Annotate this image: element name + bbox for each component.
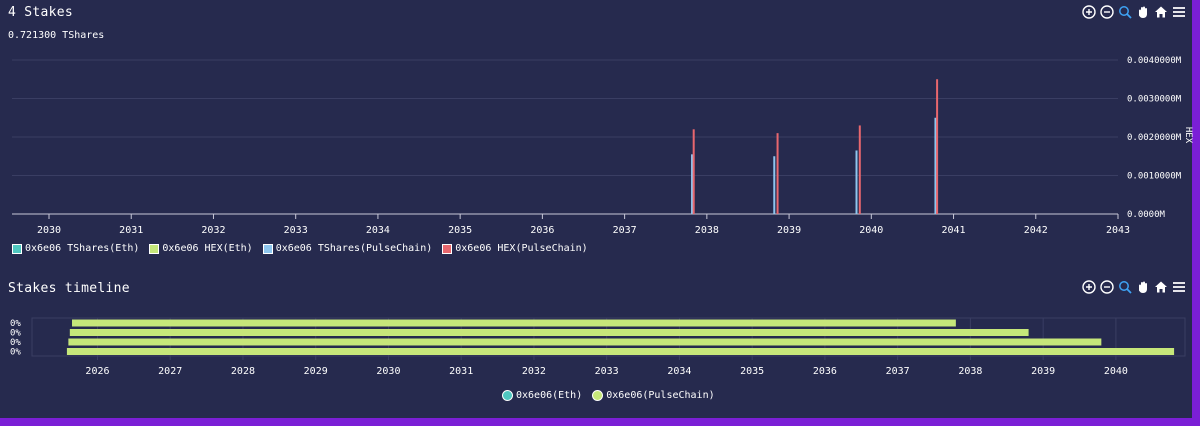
x-tick-label: 2039	[1031, 366, 1055, 377]
bar	[934, 117, 937, 214]
timeline-bar	[72, 319, 956, 327]
stakes-panel: 4 Stakes 0.721300 TShares 0.0000M 0.00100…	[8, 5, 1193, 254]
timeline-bar	[66, 348, 1175, 355]
zoom-out-icon[interactable]	[1100, 5, 1114, 19]
legend-item-tshares-pulsechain[interactable]: 0x6e06 TShares(PulseChain)	[262, 243, 433, 254]
x-tick-label: 2030	[37, 225, 61, 236]
legend-label: 0x6e06 TShares(Eth)	[25, 243, 140, 254]
bar	[692, 129, 695, 214]
menu-icon[interactable]	[1172, 280, 1186, 294]
bar	[691, 154, 694, 214]
x-tick-label: 2040	[1104, 366, 1128, 377]
home-icon[interactable]	[1154, 280, 1168, 294]
zoom-in-icon[interactable]	[1082, 5, 1096, 19]
zoom-in-icon[interactable]	[1082, 280, 1096, 294]
legend-item-hex-pulsechain[interactable]: 0x6e06 HEX(PulseChain)	[442, 243, 588, 254]
legend-item-eth[interactable]: 0x6e06(Eth)	[502, 390, 582, 401]
zoom-select-icon[interactable]	[1118, 5, 1132, 19]
timeline-bar	[69, 329, 1029, 336]
pan-hand-icon[interactable]	[1136, 280, 1150, 294]
legend-swatch	[502, 390, 513, 401]
x-tick-label: 2040	[859, 225, 883, 236]
zoom-select-icon[interactable]	[1118, 280, 1132, 294]
x-tick-label: 2034	[667, 366, 691, 377]
x-tick-label: 2036	[530, 225, 554, 236]
x-tick-label: 2026	[85, 366, 109, 377]
stakes-legend: 0x6e06 TShares(Eth) 0x6e06 HEX(Eth) 0x6e…	[12, 243, 588, 254]
legend-label: 0x6e06 HEX(Eth)	[162, 243, 253, 254]
x-tick-label: 2035	[448, 225, 472, 236]
legend-label: 0x6e06(PulseChain)	[606, 390, 715, 401]
x-tick-label: 2034	[366, 225, 390, 236]
home-icon[interactable]	[1154, 5, 1168, 19]
x-tick-label: 2043	[1106, 225, 1130, 236]
bar	[936, 79, 939, 214]
legend-item-pulsechain[interactable]: 0x6e06(PulseChain)	[592, 390, 715, 401]
category-label: 0%	[10, 328, 21, 338]
stakes-chart-toolbar	[1082, 5, 1186, 19]
x-tick-label: 2039	[777, 225, 801, 236]
x-tick-label: 2031	[449, 366, 473, 377]
x-tick-label: 2027	[158, 366, 182, 377]
legend-swatch	[442, 243, 453, 254]
bar	[773, 156, 776, 214]
x-tick-label: 2042	[1024, 225, 1048, 236]
timeline-bar	[68, 338, 1102, 346]
menu-icon[interactable]	[1172, 5, 1186, 19]
x-tick-label: 2036	[813, 366, 837, 377]
x-tick-label: 2031	[119, 225, 143, 236]
category-label: 0%	[10, 319, 21, 329]
legend-swatch	[592, 390, 604, 401]
timeline-legend: 0x6e06(Eth) 0x6e06(PulseChain)	[502, 390, 715, 401]
legend-label: 0x6e06 TShares(PulseChain)	[275, 243, 433, 254]
legend-swatch	[262, 243, 273, 254]
bar	[858, 125, 861, 214]
x-tick-label: 2037	[613, 225, 637, 236]
legend-swatch	[149, 243, 160, 254]
legend-item-tshares-eth[interactable]: 0x6e06 TShares(Eth)	[12, 243, 139, 254]
legend-item-hex-eth[interactable]: 0x6e06 HEX(Eth)	[149, 243, 253, 254]
y-tick-label: 0.0040000M	[1127, 56, 1182, 66]
x-tick-label: 2041	[941, 225, 965, 236]
x-tick-label: 2032	[201, 225, 225, 236]
right-border	[1192, 0, 1200, 426]
bar	[776, 133, 779, 214]
x-tick-label: 2035	[740, 366, 764, 377]
legend-swatch	[12, 243, 22, 254]
y-tick-label: 0.0000M	[1127, 210, 1166, 220]
x-tick-label: 2033	[595, 366, 619, 377]
timeline-title: Stakes timeline	[8, 281, 130, 296]
page-title: 4 Stakes	[8, 5, 74, 20]
timeline-panel: Stakes timeline 2026 2027 2028 2029 2030 2031…	[0, 275, 1200, 415]
stakes-bar-chart: 0.0000M 0.0010000M 0.0020000M 0.0030000M 0.0…	[12, 56, 1193, 236]
bottom-border	[0, 418, 1200, 426]
x-tick-label: 2029	[304, 366, 328, 377]
x-tick-label: 2028	[231, 366, 255, 377]
y-axis-label: HEX	[1183, 127, 1193, 144]
legend-label: 0x6e06 HEX(PulseChain)	[455, 243, 588, 254]
category-label: 0%	[10, 347, 21, 357]
y-tick-label: 0.0020000M	[1127, 133, 1182, 143]
x-tick-label: 2037	[886, 366, 910, 377]
timeline-chart-toolbar	[1082, 280, 1186, 294]
y-tick-label: 0.0010000M	[1127, 172, 1182, 182]
y-tick-label: 0.0030000M	[1127, 95, 1182, 105]
plot-area	[31, 317, 1186, 357]
zoom-out-icon[interactable]	[1100, 280, 1114, 294]
x-tick-label: 2030	[376, 366, 400, 377]
legend-label: 0x6e06(Eth)	[516, 390, 583, 401]
x-tick-label: 2038	[695, 225, 719, 236]
x-tick-label: 2032	[522, 366, 546, 377]
bar	[855, 150, 858, 214]
pan-hand-icon[interactable]	[1136, 5, 1150, 19]
x-tick-label: 2038	[958, 366, 982, 377]
x-tick-label: 2033	[284, 225, 308, 236]
category-label: 0%	[10, 338, 21, 348]
stakes-timeline-chart: 2026 2027 2028 2029 2030 2031 2032 2033 2034 2035…	[10, 317, 1186, 377]
tshares-total: 0.721300 TShares	[8, 30, 105, 41]
